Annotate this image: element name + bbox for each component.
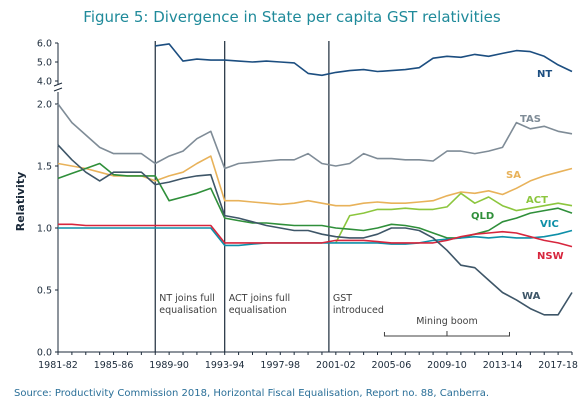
event-annotation: NT joins full [159, 293, 215, 304]
chart-title: Figure 5: Divergence in State per capita… [83, 8, 501, 26]
y-tick-label: 1.0 [37, 224, 52, 235]
series-label-tas: TAS [520, 114, 541, 125]
x-tick-label: 2005-06 [372, 360, 412, 371]
x-tick-label: 1997-98 [260, 360, 300, 371]
series-label-sa: SA [506, 170, 521, 181]
series-label-qld: QLD [471, 211, 494, 222]
series-label-nt: NT [537, 69, 552, 80]
x-tick-label: 1989-90 [149, 360, 189, 371]
y-axis-label: Relativity [14, 172, 27, 232]
y-tick-label: 0.5 [37, 286, 52, 297]
x-tick-label: 2009-10 [427, 360, 467, 371]
axis-break-mark [53, 87, 63, 92]
x-tick-label: 2013-14 [483, 360, 523, 371]
x-tick-label: 2001-02 [316, 360, 356, 371]
series-line-tas [57, 103, 573, 170]
series-line-wa [57, 144, 573, 316]
series-line-nsw [58, 223, 573, 248]
y-tick-label: 5.0 [37, 58, 52, 69]
series-label-vic: VIC [540, 219, 559, 230]
series-line-sa [57, 155, 573, 207]
source-note: Source: Productivity Commission 2018, Ho… [14, 388, 490, 399]
y-tick-label: 4.0 [37, 77, 52, 88]
axis-break-mark [53, 82, 63, 87]
y-tick-label: 6.0 [37, 39, 52, 50]
x-tick-label: 1993-94 [205, 360, 245, 371]
event-annotation: introduced [333, 305, 384, 316]
series-line-act [335, 192, 573, 244]
y-tick-label: 1.5 [37, 162, 52, 173]
x-tick-label: 2017-18 [538, 360, 578, 371]
series-line-nt [155, 43, 573, 77]
series-label-wa: WA [522, 291, 541, 302]
series-line-qld [57, 162, 573, 239]
x-tick-label: 1985-86 [94, 360, 134, 371]
event-annotation: equalisation [229, 305, 287, 316]
y-tick-label: 2.0 [37, 100, 52, 111]
event-annotation: GST [333, 293, 352, 304]
mining-boom-label: Mining boom [416, 316, 477, 327]
y-tick-label: 0.0 [37, 348, 52, 359]
series-label-act: ACT [526, 195, 548, 206]
event-annotation: equalisation [159, 305, 217, 316]
event-annotation: ACT joins full [229, 293, 291, 304]
x-tick-label: 1981-82 [38, 360, 78, 371]
series-label-nsw: NSW [537, 251, 564, 262]
